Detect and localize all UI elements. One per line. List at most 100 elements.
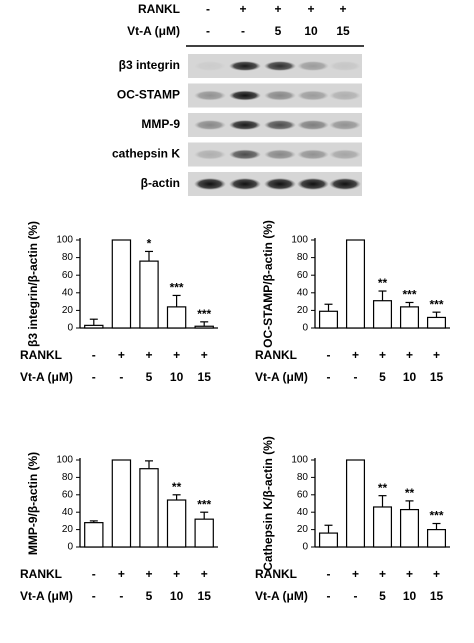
blot-band [229, 90, 261, 101]
blot-band [229, 149, 261, 160]
condition-value: 15 [430, 370, 444, 384]
condition-label: Vt-A (μM) [255, 589, 308, 603]
condition-value: - [354, 589, 358, 603]
bar [166, 499, 187, 548]
blot-band [194, 149, 226, 160]
y-tick-label: 60 [297, 270, 309, 281]
condition-value: - [327, 370, 331, 384]
condition-value: + [352, 348, 359, 362]
condition-label: Vt-A (μM) [20, 589, 73, 603]
error-bar [145, 460, 153, 469]
condition-value: + [173, 348, 180, 362]
error-bar [89, 318, 98, 326]
error-bar [405, 301, 414, 307]
significance: *** [429, 509, 443, 523]
blot-band [264, 178, 296, 190]
blot-band [297, 178, 329, 190]
condition-value: - [92, 370, 96, 384]
y-tick-label: 20 [62, 524, 74, 535]
bar [399, 306, 420, 329]
bar [139, 468, 159, 548]
significance: ** [378, 481, 388, 495]
bar [426, 528, 447, 548]
condition-value: 5 [146, 589, 153, 603]
bar [372, 506, 393, 548]
condition-value: + [118, 348, 125, 362]
blot-band [229, 61, 261, 71]
condition-value: + [406, 567, 413, 581]
condition-value: + [145, 567, 152, 581]
y-tick-label: 80 [62, 472, 74, 483]
condition-value: 10 [403, 370, 417, 384]
error-bar [405, 500, 414, 510]
condition-value: + [339, 2, 346, 16]
bar [426, 316, 447, 329]
condition-value: + [379, 348, 386, 362]
blot-band [297, 149, 329, 160]
blot-band [264, 149, 296, 160]
bar [111, 459, 132, 548]
condition-label: Vt-A (μM) [255, 370, 308, 384]
blot-band [264, 120, 296, 130]
error-bar [145, 250, 153, 262]
y-tick-label: 0 [302, 323, 308, 334]
bar [318, 532, 339, 548]
error-bar [89, 520, 98, 523]
condition-value: 5 [146, 370, 153, 384]
condition-value: - [327, 589, 331, 603]
condition-value: 10 [170, 370, 184, 384]
y-axis-label: β3 integrin/β-actin (%) [26, 221, 40, 347]
y-tick-label: 20 [62, 305, 74, 316]
error-bar [200, 321, 209, 327]
condition-value: + [406, 348, 413, 362]
blot-band [194, 90, 226, 101]
y-tick-label: 60 [297, 489, 309, 500]
error-bar [378, 495, 387, 507]
condition-value: - [92, 589, 96, 603]
bar [372, 300, 393, 329]
y-tick-label: 40 [62, 507, 74, 518]
y-tick-label: 20 [297, 305, 309, 316]
bar [345, 459, 366, 548]
significance: ** [172, 480, 182, 494]
y-tick-label: 100 [291, 455, 308, 466]
condition-value: 15 [336, 24, 350, 38]
condition-value: + [173, 567, 180, 581]
blot-band [264, 90, 296, 101]
blot-band [264, 61, 296, 71]
blot-band [297, 61, 329, 71]
bar [84, 324, 104, 329]
blot-band [329, 61, 361, 71]
condition-label: RANKL [255, 567, 297, 581]
blot-band [329, 90, 361, 101]
bar [345, 239, 366, 329]
condition-value: 15 [198, 589, 212, 603]
condition-value: 15 [430, 589, 444, 603]
condition-value: - [119, 370, 123, 384]
bar [399, 508, 420, 548]
y-axis-label: MMP-9/β-actin (%) [26, 452, 40, 555]
error-bar [378, 290, 387, 301]
bar [318, 310, 339, 329]
band-label: cathepsin K [112, 147, 180, 161]
y-tick-label: 20 [297, 524, 309, 535]
y-tick-label: 40 [62, 287, 74, 298]
condition-value: + [352, 567, 359, 581]
y-tick-label: 40 [297, 507, 309, 518]
significance: *** [429, 297, 443, 311]
blot-band [297, 90, 329, 101]
condition-value: + [118, 567, 125, 581]
significance: ** [378, 276, 388, 290]
y-tick-label: 0 [67, 323, 73, 334]
condition-value: - [327, 348, 331, 362]
condition-label: RANKL [20, 348, 62, 362]
blot-band [329, 149, 361, 160]
y-tick-label: 100 [56, 235, 73, 246]
condition-label: Vt-A (μM) [127, 24, 180, 38]
condition-value: + [379, 567, 386, 581]
y-tick-label: 60 [62, 489, 74, 500]
blot-band [329, 178, 361, 190]
bar [111, 239, 132, 329]
band-label: β-actin [141, 176, 180, 190]
